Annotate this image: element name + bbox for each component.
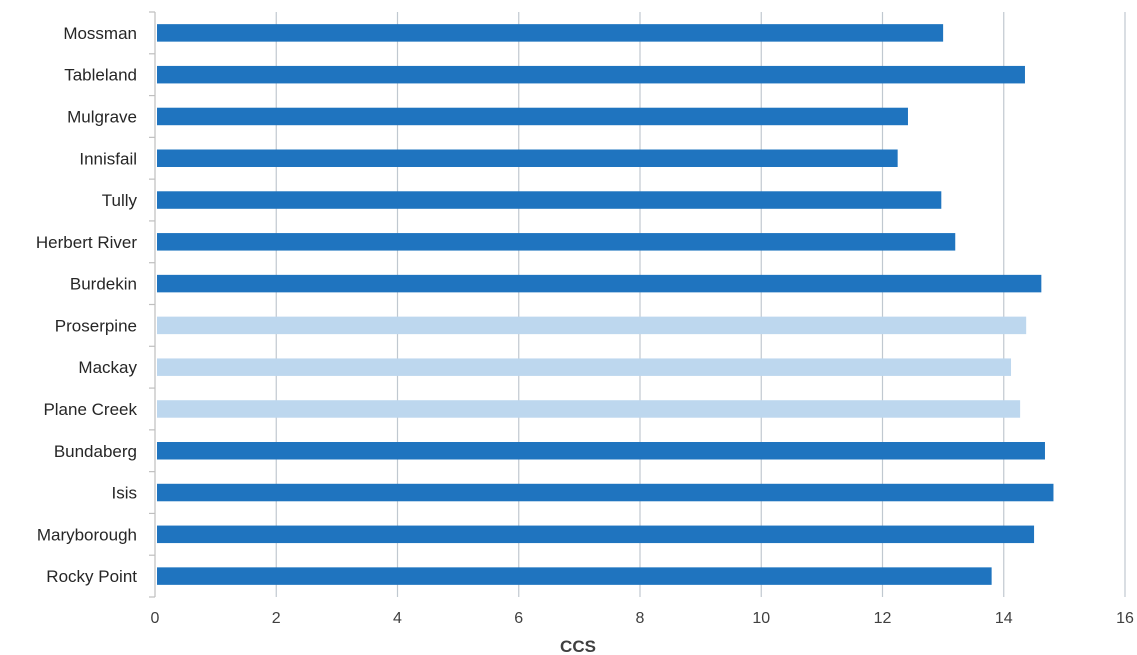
bar-isis	[157, 484, 1053, 502]
x-tick-label: 0	[151, 610, 160, 627]
bar-innisfail	[157, 150, 898, 168]
category-label: Innisfail	[79, 149, 137, 168]
category-label: Proserpine	[55, 316, 137, 335]
category-label: Mulgrave	[67, 107, 137, 126]
category-label: Maryborough	[37, 525, 137, 544]
bar-proserpine	[157, 317, 1026, 335]
bar-plane-creek	[157, 400, 1020, 418]
x-tick-label: 8	[636, 610, 645, 627]
x-axis-title: CCS	[560, 637, 596, 655]
category-label: Tableland	[64, 66, 137, 85]
x-tick-label: 12	[874, 610, 892, 627]
x-tick-label: 14	[995, 610, 1013, 627]
x-tick-label: 10	[752, 610, 770, 627]
bar-mulgrave	[157, 108, 908, 126]
category-label: Mackay	[78, 358, 137, 377]
category-label: Bundaberg	[54, 442, 137, 461]
category-label: Herbert River	[36, 233, 137, 252]
bars	[157, 24, 1053, 585]
x-tick-labels: 0 2 4 6 8 10 12 14 16	[151, 610, 1134, 627]
x-tick-label: 16	[1116, 610, 1134, 627]
category-label: Rocky Point	[46, 567, 137, 586]
category-label: Burdekin	[70, 275, 137, 294]
x-tick-label: 2	[272, 610, 281, 627]
bar-maryborough	[157, 526, 1034, 544]
category-label: Isis	[112, 484, 138, 503]
bar-tully	[157, 191, 941, 209]
bar-mossman	[157, 24, 943, 42]
category-label: Mossman	[63, 24, 137, 43]
bar-rocky-point	[157, 567, 992, 585]
x-tick-label: 4	[393, 610, 402, 627]
bar-mackay	[157, 358, 1011, 376]
gridlines	[149, 12, 1125, 597]
category-label: Plane Creek	[43, 400, 137, 419]
bar-burdekin	[157, 275, 1041, 293]
bar-herbert-river	[157, 233, 955, 251]
category-label: Tully	[102, 191, 138, 210]
bar-tableland	[157, 66, 1025, 84]
category-labels: Mossman Tableland Mulgrave Innisfail Tully He…	[36, 24, 138, 586]
x-tick-label: 6	[514, 610, 523, 627]
bar-bundaberg	[157, 442, 1045, 460]
